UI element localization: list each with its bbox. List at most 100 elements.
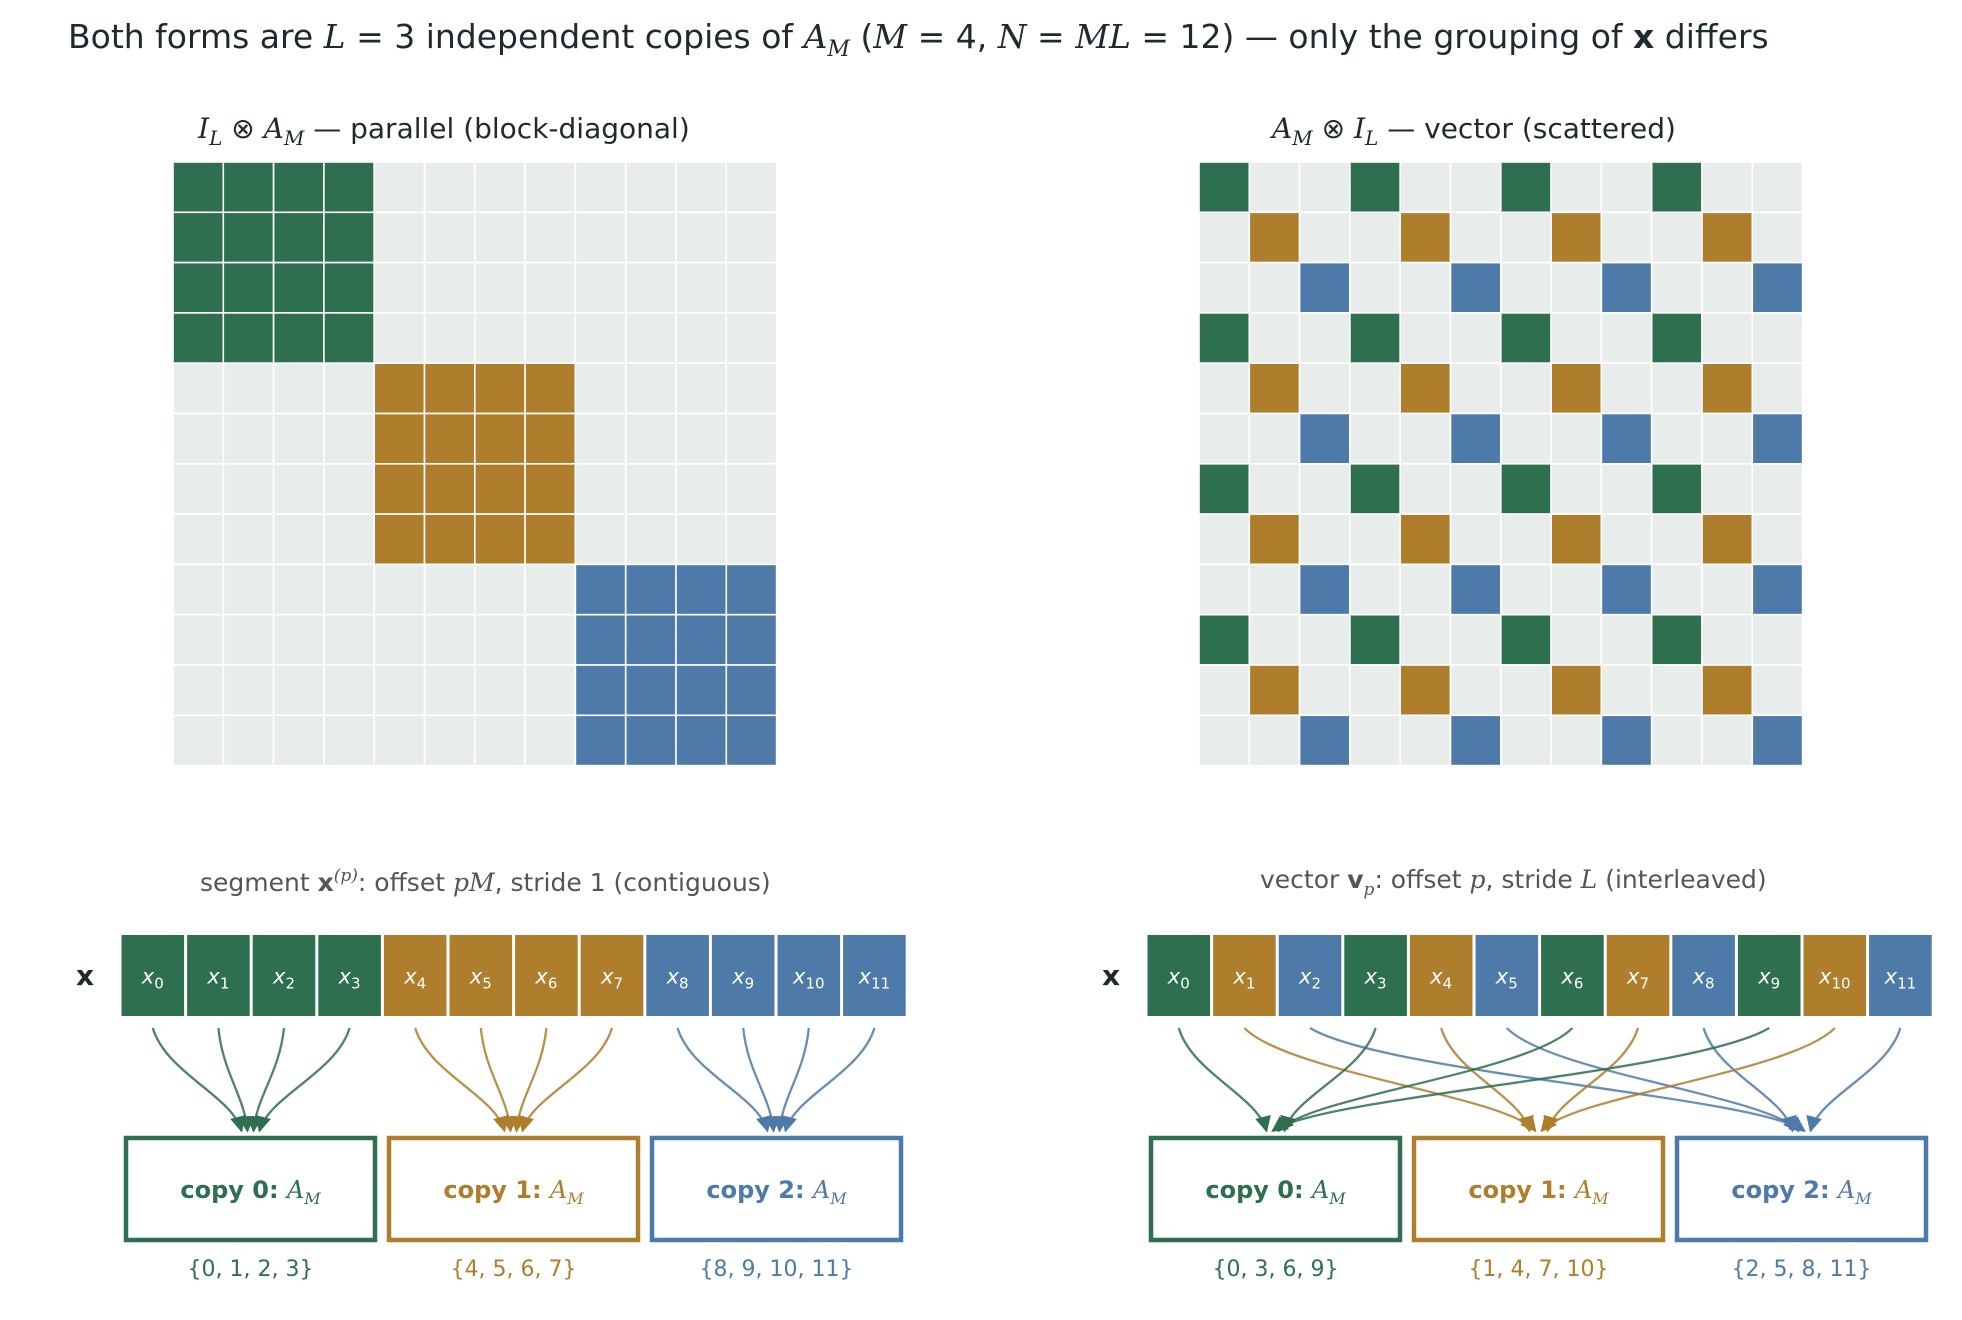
matrix-cell (323, 161, 375, 214)
matrix-cell (323, 412, 375, 465)
matrix-cell (373, 714, 426, 767)
matrix-cell (1600, 362, 1653, 415)
matrix-cell (1248, 513, 1301, 566)
matrix-cell (1248, 664, 1301, 717)
matrix-cell (272, 412, 325, 465)
matrix-cell (1198, 362, 1251, 415)
vector-cell-label: x0 (1167, 965, 1190, 993)
matrix-cell (1449, 312, 1502, 364)
matrix-cell (1248, 613, 1301, 666)
copy-0-indices: {0, 3, 6, 9} (1213, 1257, 1339, 1282)
matrix-cell (574, 211, 627, 264)
arrow (509, 1027, 548, 1133)
matrix-cell (1298, 161, 1351, 214)
copy-0-label: copy 0: AM (180, 1176, 321, 1208)
matrix-cell (172, 563, 225, 616)
matrix-cell (574, 714, 627, 767)
matrix-cell (323, 312, 375, 364)
left-vector-label: x (76, 959, 94, 992)
vector-cell-label: x0 (141, 965, 164, 993)
matrix-cell (725, 362, 778, 415)
matrix-cell (222, 261, 275, 314)
matrix-cell (1550, 513, 1603, 566)
matrix-cell (272, 563, 325, 616)
matrix-cell (373, 462, 426, 515)
matrix-cell (1650, 161, 1703, 214)
matrix-cell (1751, 664, 1804, 717)
matrix-cell (1500, 412, 1552, 465)
vector-cell-x10 (1803, 935, 1867, 1016)
vector-cell-x10 (777, 935, 841, 1016)
matrix-cell (272, 714, 325, 767)
matrix-cell (1198, 161, 1251, 214)
matrix-cell (1500, 613, 1552, 666)
matrix-cell (1349, 462, 1402, 515)
matrix-cell (323, 362, 375, 415)
matrix-cell (1198, 211, 1251, 264)
matrix-cell (1751, 513, 1804, 566)
matrix-cell (574, 513, 627, 566)
matrix-cell (624, 714, 677, 767)
matrix-cell (1701, 412, 1754, 465)
arrow (1309, 1027, 1806, 1132)
matrix-cell (524, 412, 577, 465)
matrix-cell (1399, 161, 1452, 214)
matrix-cell (1349, 412, 1402, 465)
matrix-cell (1650, 362, 1703, 415)
matrix-cell (675, 714, 728, 767)
arrow (246, 1027, 286, 1133)
matrix-cell (725, 412, 778, 465)
matrix-cell (1449, 261, 1502, 314)
matrix-cell (1399, 412, 1452, 465)
matrix-cell (1248, 362, 1301, 415)
matrix-cell (172, 362, 225, 415)
matrix-cell (222, 513, 275, 566)
matrix-cell (1550, 412, 1603, 465)
matrix-cell (423, 613, 476, 666)
matrix-cell (1298, 312, 1351, 364)
matrix-cell (1500, 211, 1552, 264)
matrix-cell (272, 312, 325, 364)
matrix-cell (1550, 261, 1603, 314)
vector-cell-label: x11 (1884, 965, 1917, 993)
matrix-cell (423, 412, 476, 465)
matrix-cell (373, 362, 426, 415)
vector-cell-x8 (1672, 935, 1735, 1016)
vector-cell-label: x1 (206, 965, 229, 993)
matrix-cell (473, 261, 526, 314)
matrix-cell (272, 513, 325, 566)
right-arrows (1177, 1027, 1902, 1133)
matrix-cell (423, 362, 476, 415)
copy-0-indices: {0, 1, 2, 3} (188, 1257, 314, 1282)
matrix-cell (624, 312, 677, 364)
matrix-cell (1751, 211, 1804, 264)
vector-cell-x2 (252, 935, 316, 1016)
matrix-cell (1198, 462, 1251, 515)
matrix-cell (172, 714, 225, 767)
left-input-vector: x0 x1 x2 x3 x4 x5 x6 x7 x8 x9 x10 x11 (121, 935, 906, 1016)
matrix-cell (1500, 312, 1552, 364)
matrix-cell (272, 462, 325, 515)
vector-cell-x11 (843, 935, 906, 1016)
matrix-cell (1349, 664, 1402, 717)
matrix-cell (574, 462, 627, 515)
vector-cell-x4 (383, 935, 447, 1016)
matrix-cell (1751, 462, 1804, 515)
matrix-cell (222, 613, 275, 666)
matrix-cell (1500, 362, 1552, 415)
copy-1-label: copy 1: AM (1468, 1176, 1609, 1208)
arrow (676, 1027, 772, 1133)
matrix-cell (1600, 312, 1653, 364)
arrow (151, 1027, 246, 1133)
matrix-cell (1298, 211, 1351, 264)
matrix-cell (524, 714, 577, 767)
matrix-cell (1248, 211, 1301, 264)
matrix-cell (1600, 412, 1653, 465)
matrix-cell (1650, 211, 1703, 264)
matrix-cell (323, 513, 375, 566)
vector-cell-x1 (1213, 935, 1276, 1016)
matrix-cell (323, 664, 375, 717)
matrix-cell (1449, 161, 1502, 214)
left-arrows (151, 1027, 876, 1133)
